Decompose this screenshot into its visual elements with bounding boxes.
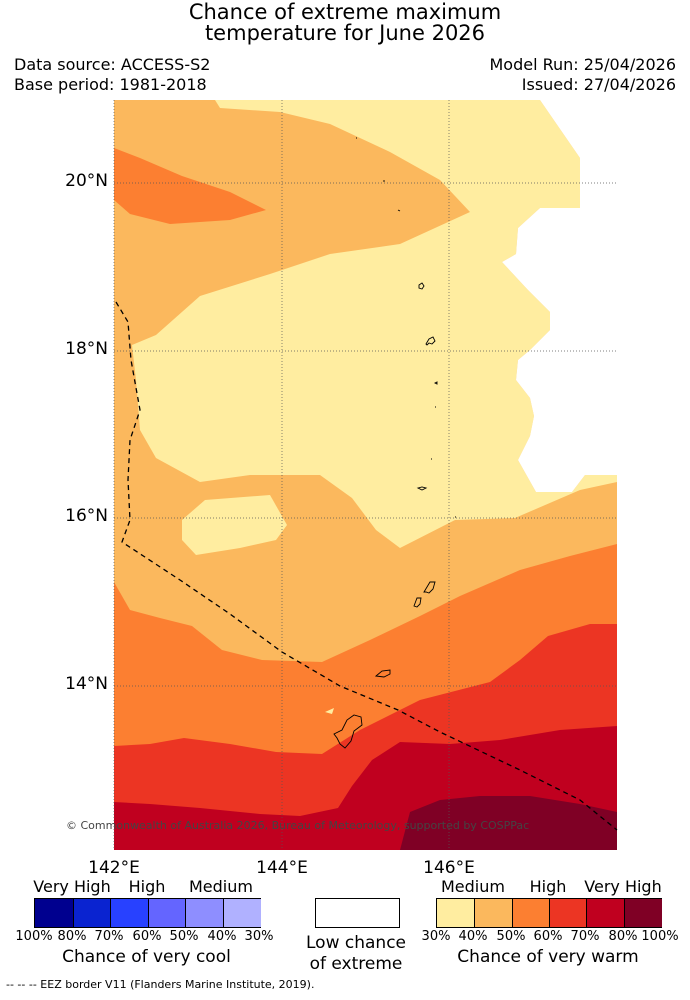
cool-swatch-6 (222, 899, 261, 927)
eez-border (115, 301, 618, 831)
low-chance-label-line1: Low chance (306, 933, 406, 953)
cool-very-high-label: Very High (33, 877, 111, 896)
warm-colorbar (436, 898, 662, 928)
cool-tick-50: 50% (169, 929, 199, 944)
lat-label-18n: 18°N (65, 339, 108, 359)
data-source: Data source: ACCESS-S2 (14, 55, 211, 74)
eez-footnote: -- -- -- EEZ border V11 (Flanders Marine… (6, 978, 315, 991)
cool-high-label: High (128, 877, 166, 896)
lat-label-14n: 14°N (65, 674, 108, 694)
warm-legend-title: Chance of very warm (457, 947, 639, 967)
copyright-notice: © Commonwealth of Australia 2026, Bureau… (66, 819, 530, 832)
zone-pocket-small (325, 708, 334, 714)
warm-tick-70: 70% (570, 929, 600, 944)
warm-swatch-3 (511, 899, 550, 927)
cool-tick-60: 60% (132, 929, 162, 944)
cool-legend-title: Chance of very cool (62, 947, 231, 967)
cool-swatch-1 (35, 899, 73, 927)
low-chance-label-line2: of extreme (309, 954, 403, 974)
cool-tick-80: 80% (57, 929, 87, 944)
zone-30-40 (132, 100, 617, 548)
gridlines (113, 100, 617, 850)
cool-tick-100: 100% (15, 929, 53, 944)
zone-50-60-north (114, 148, 266, 224)
lon-label-146e: 146°E (423, 858, 475, 878)
low-chance-swatch (315, 898, 400, 928)
map-title-line1: Chance of extreme maximum (188, 0, 502, 24)
map-title-line2: temperature for June 2026 (204, 21, 486, 45)
warm-swatch-4 (549, 899, 588, 927)
warm-tick-50: 50% (496, 929, 526, 944)
cool-tick-70: 70% (94, 929, 124, 944)
warm-swatch-6 (623, 899, 662, 927)
warm-tick-60: 60% (533, 929, 563, 944)
lat-label-16n: 16°N (65, 506, 108, 526)
warm-tick-40: 40% (458, 929, 488, 944)
warm-tick-30: 30% (421, 929, 451, 944)
cool-swatch-3 (110, 899, 149, 927)
islands (333, 137, 456, 749)
lon-label-144e: 144°E (256, 858, 308, 878)
zone-30-40-pocket (182, 495, 287, 555)
warm-tick-100: 100% (641, 929, 679, 944)
warm-swatch-2 (474, 899, 513, 927)
model-run: Model Run: 25/04/2026 (489, 55, 677, 74)
cool-swatch-5 (185, 899, 224, 927)
warm-swatch-1 (437, 899, 475, 927)
issued-date: Issued: 27/04/2026 (521, 75, 676, 94)
warm-medium-label: Medium (441, 877, 505, 896)
zone-80-100 (400, 796, 617, 850)
cool-tick-30: 30% (244, 929, 274, 944)
warm-high-label: High (529, 877, 567, 896)
lon-label-142e: 142°E (88, 858, 140, 878)
zone-low-chance (502, 100, 617, 492)
warm-very-high-label: Very High (584, 877, 662, 896)
cool-colorbar (34, 898, 261, 928)
cool-tick-40: 40% (207, 929, 237, 944)
warm-tick-80: 80% (608, 929, 638, 944)
base-period: Base period: 1981-2018 (14, 75, 207, 94)
lat-label-20n: 20°N (65, 171, 108, 191)
warm-swatch-5 (586, 899, 625, 927)
cool-medium-label: Medium (189, 877, 253, 896)
cool-swatch-4 (147, 899, 186, 927)
cool-swatch-2 (72, 899, 111, 927)
